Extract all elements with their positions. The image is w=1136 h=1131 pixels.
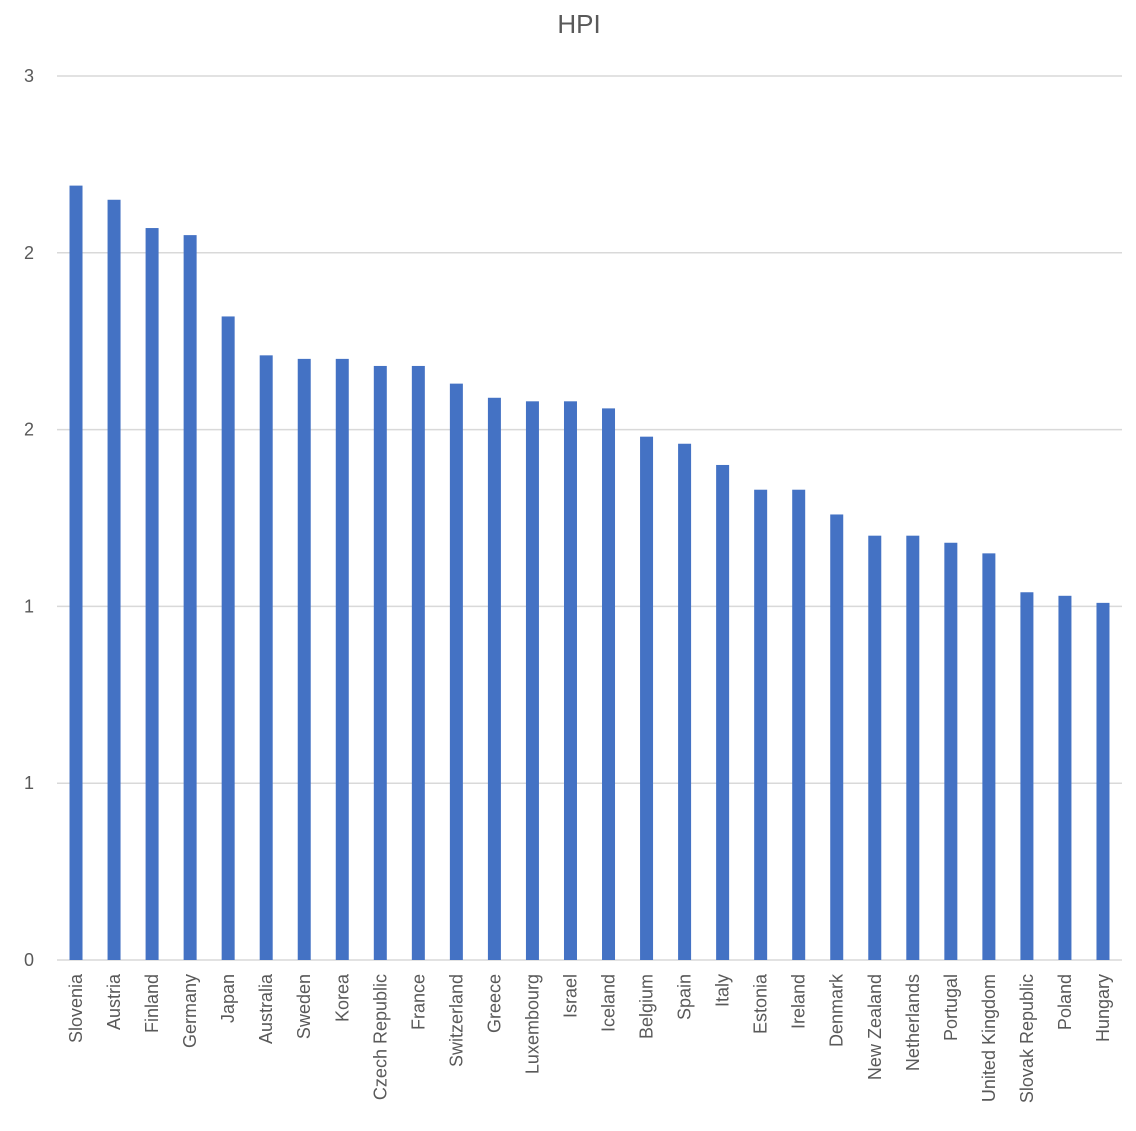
x-tick-label: France xyxy=(408,974,428,1030)
bar xyxy=(1020,592,1034,960)
y-tick-label: 2 xyxy=(24,243,34,263)
x-tick-label: Hungary xyxy=(1093,974,1113,1042)
bar xyxy=(906,535,920,960)
x-tick-label: Iceland xyxy=(599,974,619,1032)
x-tick-label: Germany xyxy=(180,974,200,1048)
bar xyxy=(259,355,273,960)
bar xyxy=(716,464,730,960)
bar xyxy=(183,235,197,960)
x-tick-label: Ireland xyxy=(789,974,809,1029)
x-tick-label: Australia xyxy=(256,973,276,1044)
x-tick-label: Czech Republic xyxy=(370,974,390,1100)
y-tick-label: 0 xyxy=(24,950,34,970)
x-tick-label: Denmark xyxy=(827,973,847,1047)
y-tick-label: 1 xyxy=(24,773,34,793)
x-tick-label: Austria xyxy=(104,973,124,1030)
bar xyxy=(145,228,159,961)
x-tick-label: Luxembourg xyxy=(522,974,542,1074)
x-tick-label: Portugal xyxy=(941,974,961,1041)
bar xyxy=(640,436,654,960)
x-tick-label: Belgium xyxy=(637,974,657,1039)
gridlines xyxy=(57,75,1122,961)
x-tick-label: Spain xyxy=(675,974,695,1020)
x-tick-label: Korea xyxy=(332,973,352,1022)
y-tick-label: 3 xyxy=(24,66,34,86)
bar xyxy=(602,408,616,960)
bar xyxy=(449,383,463,961)
x-tick-label: Italy xyxy=(713,974,733,1007)
bar xyxy=(525,401,539,960)
x-tick-label: Switzerland xyxy=(446,974,466,1067)
x-tick-label: Netherlands xyxy=(903,974,923,1071)
bar xyxy=(297,358,311,960)
x-tick-label: Japan xyxy=(218,974,238,1023)
bar xyxy=(487,397,501,960)
bar xyxy=(69,185,83,961)
bar xyxy=(221,316,235,960)
bar xyxy=(335,358,349,960)
x-tick-label: Estonia xyxy=(751,973,771,1034)
y-tick-label: 2 xyxy=(24,420,34,440)
bar xyxy=(792,489,806,960)
x-tick-label: Israel xyxy=(560,974,580,1018)
bar xyxy=(107,199,121,960)
bar xyxy=(754,489,768,960)
bar xyxy=(1058,595,1072,960)
bar xyxy=(373,365,387,960)
x-tick-label: Poland xyxy=(1055,974,1075,1030)
bars xyxy=(69,185,1110,961)
chart-title: HPI xyxy=(557,9,600,39)
x-axis-ticks: Slovenia Austria Finland Germany Japan Austra… xyxy=(66,973,1113,1103)
x-tick-label: Greece xyxy=(484,974,504,1033)
bar xyxy=(1096,602,1110,960)
bar xyxy=(868,535,882,960)
bar xyxy=(563,401,577,960)
y-tick-label: 1 xyxy=(24,596,34,616)
bar xyxy=(678,443,692,960)
bar xyxy=(411,365,425,960)
y-axis-ticks: 0 1 1 2 2 3 xyxy=(24,66,34,970)
x-tick-label: Sweden xyxy=(294,974,314,1039)
bar xyxy=(830,514,844,960)
x-tick-label: Finland xyxy=(142,974,162,1033)
x-tick-label: New Zealand xyxy=(865,974,885,1080)
bar xyxy=(982,553,996,960)
x-tick-label: United Kingdom xyxy=(979,974,999,1102)
bar xyxy=(944,542,958,960)
x-tick-label: Slovenia xyxy=(66,973,86,1043)
x-tick-label: Slovak Republic xyxy=(1017,974,1037,1103)
